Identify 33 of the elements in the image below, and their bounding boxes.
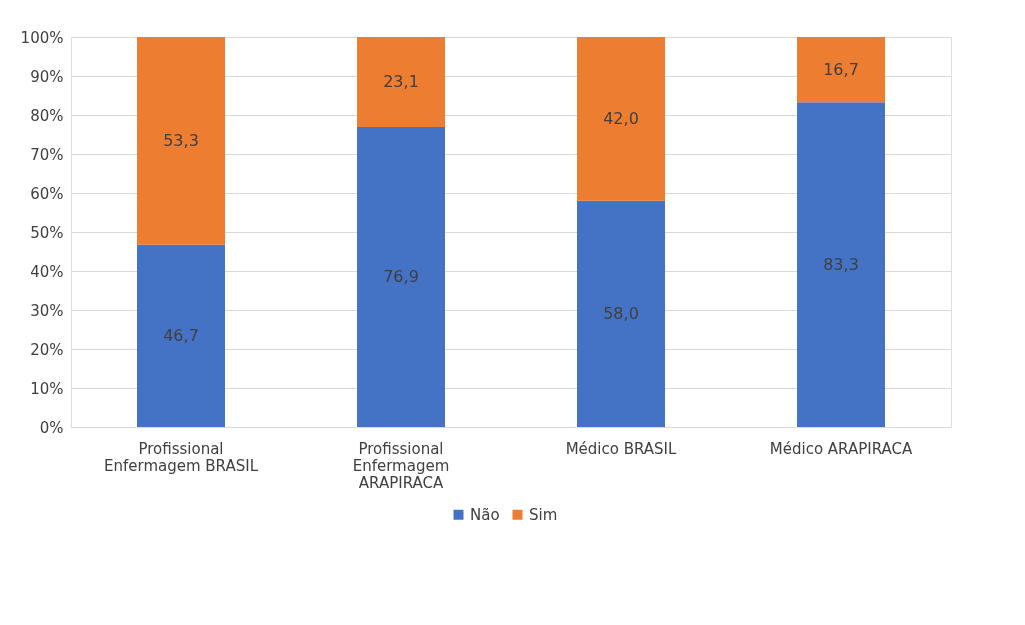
data-label: 23,1 [383,72,419,92]
x-tick-label: Profissional Enfermagem BRASIL [104,439,259,475]
data-label: 76,9 [383,267,419,287]
data-label: 42,0 [603,108,639,128]
bar [797,37,885,103]
bar [137,37,225,245]
data-label: 46,7 [163,325,199,345]
y-tick-label: 50% [30,223,64,242]
data-label: 83,3 [823,254,859,274]
bar [797,102,885,427]
y-tick-label: 80% [30,106,64,125]
y-tick-label: 30% [30,301,64,320]
data-label: 58,0 [603,303,639,323]
legend-label: Não [470,505,500,524]
y-tick-label: 40% [30,262,64,281]
legend-label: Sim [529,505,558,524]
bar [577,37,665,201]
x-tick-label: Profissional Enfermagem ARAPIRACA [352,439,450,492]
x-tick-label: Médico BRASIL [565,439,677,458]
bar [137,244,225,427]
y-tick-label: 70% [30,145,64,164]
y-tick-label: 0% [39,418,64,437]
bar [577,200,665,427]
data-label: 16,7 [823,59,859,79]
y-tick-label: 10% [30,379,64,398]
y-tick-label: 90% [30,67,64,86]
y-tick-label: 60% [30,184,64,203]
y-tick-label: 20% [30,340,64,359]
bar [357,127,445,427]
x-tick-label: Médico ARAPIRACA [769,439,913,458]
data-label: 53,3 [163,130,199,150]
y-tick-label: 100% [20,28,64,47]
bar [357,37,445,128]
